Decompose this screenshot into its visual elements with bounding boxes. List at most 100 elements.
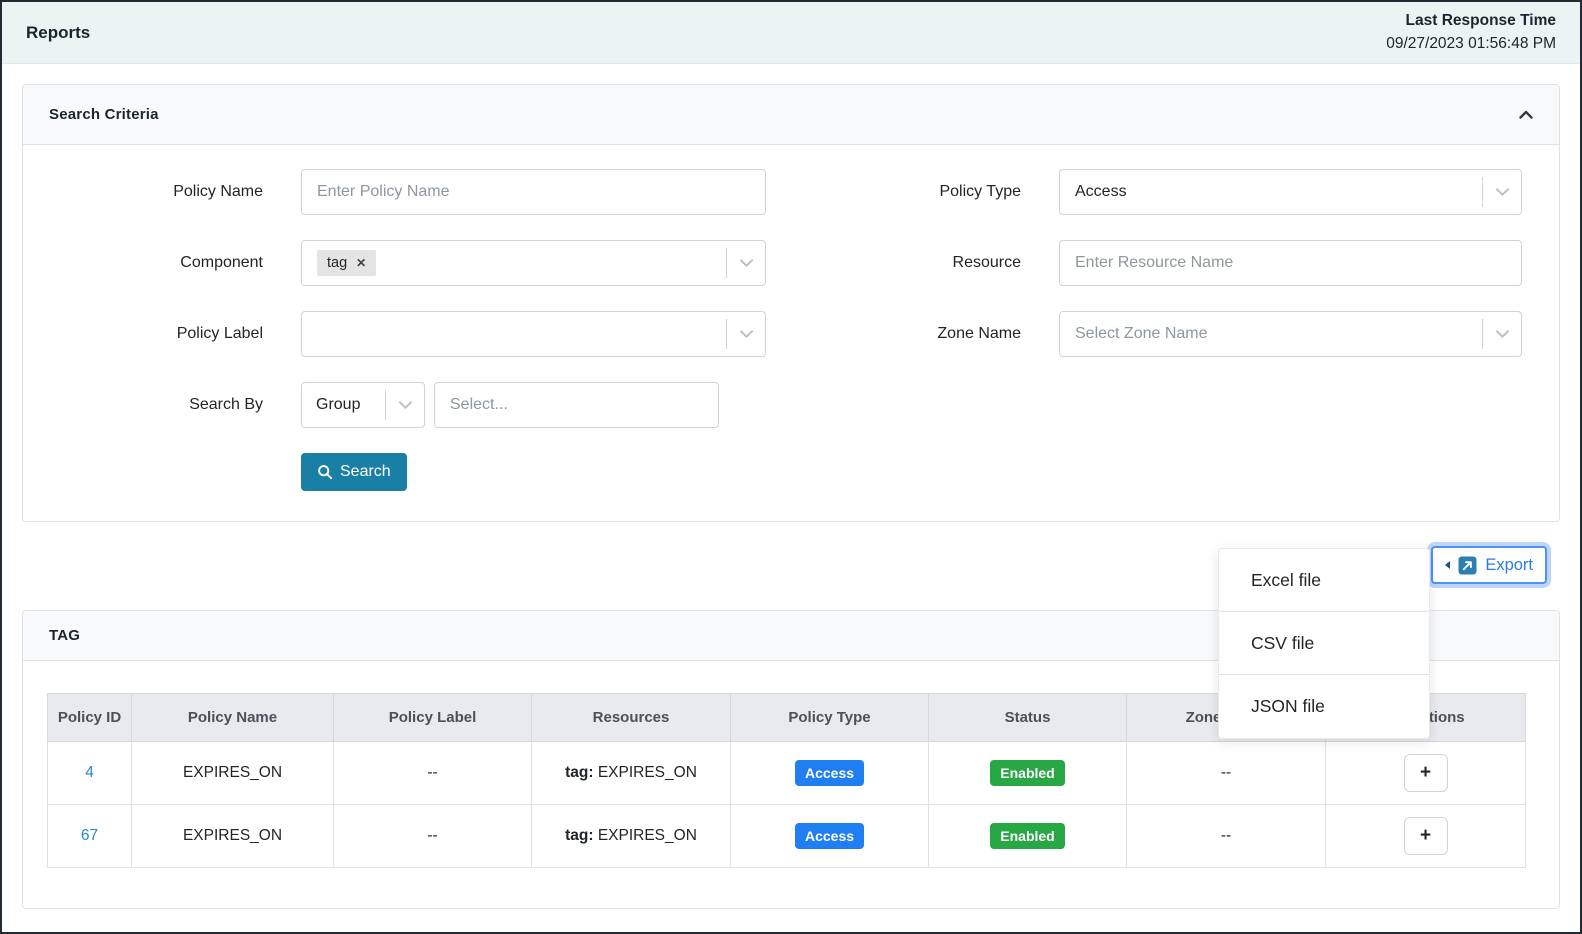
tag-card: TAG Policy ID Policy Name Policy Label R… (22, 610, 1560, 909)
cell-conditions: + (1325, 741, 1526, 805)
policy-name-label: Policy Name (173, 183, 263, 200)
menu-item-json-file[interactable]: JSON file (1219, 675, 1429, 738)
menu-item-excel-file[interactable]: Excel file (1219, 549, 1429, 612)
form-row: Search By Group (23, 382, 1536, 428)
cell-policy-label: -- (333, 804, 532, 868)
search-by-input[interactable] (434, 382, 719, 428)
table-row: 67 EXPIRES_ON -- tag: EXPIRES_ON Access … (47, 804, 1526, 868)
policy-table: Policy ID Policy Name Policy Label Resou… (47, 693, 1526, 868)
last-response-time: Last Response Time 09/27/2023 01:56:48 P… (1386, 10, 1556, 55)
policy-label-label: Policy Label (176, 325, 263, 342)
cell-policy-type: Access (730, 804, 929, 868)
cell-status: Enabled (928, 741, 1127, 805)
resource-key: tag: (565, 827, 594, 844)
policy-name-input[interactable] (301, 169, 766, 215)
search-button-label: Search (340, 463, 391, 480)
search-criteria-title: Search Criteria (49, 106, 159, 123)
plus-icon: + (1419, 762, 1432, 783)
zone-name-label: Zone Name (937, 325, 1021, 342)
export-menu: Excel file CSV file JSON file (1218, 548, 1430, 739)
chevron-down-icon (1483, 330, 1521, 338)
cell-status: Enabled (928, 804, 1127, 868)
cell-policy-name: EXPIRES_ON (131, 804, 334, 868)
plus-icon: + (1419, 825, 1432, 846)
caret-left-icon (1445, 561, 1451, 569)
cell-conditions: + (1325, 804, 1526, 868)
component-select[interactable]: tag ✕ (301, 240, 766, 286)
col-policy-type: Policy Type (730, 693, 929, 742)
col-policy-label: Policy Label (333, 693, 532, 742)
select-divider (726, 319, 727, 349)
export-button[interactable]: Export (1431, 546, 1547, 584)
cell-policy-label: -- (333, 741, 532, 805)
cell-policy-id: 67 (47, 804, 132, 868)
policy-label-select[interactable] (301, 311, 766, 357)
cell-resources: tag: EXPIRES_ON (531, 741, 731, 805)
cell-policy-name: EXPIRES_ON (131, 741, 334, 805)
component-label: Component (180, 254, 263, 271)
col-policy-id: Policy ID (47, 693, 132, 742)
add-condition-button[interactable]: + (1403, 817, 1448, 855)
export-row: Export (22, 546, 1560, 584)
form-row: Policy Label Zone Name Sele (23, 311, 1536, 357)
last-response-label: Last Response Time (1405, 12, 1556, 30)
search-criteria-card: Search Criteria Policy Name Policy Type … (22, 84, 1560, 522)
search-button[interactable]: Search (301, 453, 407, 491)
form-row: Component tag ✕ Re (23, 240, 1536, 286)
cell-resources: tag: EXPIRES_ON (531, 804, 731, 868)
add-condition-button[interactable]: + (1403, 754, 1448, 792)
resource-value: EXPIRES_ON (597, 764, 697, 781)
policy-id-link[interactable]: 67 (80, 827, 99, 844)
zone-name-placeholder: Select Zone Name (1075, 325, 1208, 342)
cell-zone-name: -- (1126, 741, 1326, 805)
last-response-value: 09/27/2023 01:56:48 PM (1386, 34, 1556, 52)
policy-id-link[interactable]: 4 (85, 764, 94, 781)
topbar: Reports Last Response Time 09/27/2023 01… (2, 2, 1580, 64)
zone-name-select[interactable]: Select Zone Name (1059, 311, 1522, 357)
status-badge: Enabled (990, 760, 1065, 786)
cell-policy-type: Access (730, 741, 929, 805)
search-criteria-body: Policy Name Policy Type Access (23, 145, 1559, 521)
status-badge: Enabled (990, 823, 1065, 849)
tag-card-body: Policy ID Policy Name Policy Label Resou… (23, 661, 1559, 908)
search-by-select[interactable]: Group (301, 382, 425, 428)
search-by-value: Group (316, 396, 361, 413)
search-criteria-header: Search Criteria (23, 85, 1559, 145)
tag-card-title: TAG (49, 627, 81, 644)
form-row: Policy Name Policy Type Access (23, 169, 1536, 215)
close-icon[interactable]: ✕ (356, 256, 367, 270)
chevron-up-icon[interactable] (1519, 110, 1533, 119)
chevron-down-icon (727, 330, 765, 338)
select-divider (385, 390, 386, 420)
col-status: Status (928, 693, 1127, 742)
select-divider (1482, 319, 1483, 349)
resource-key: tag: (565, 764, 594, 781)
form-row: Search (23, 453, 1536, 491)
policy-type-label: Policy Type (939, 183, 1021, 200)
resource-input[interactable] (1059, 240, 1522, 286)
policy-type-value: Access (1075, 183, 1127, 200)
component-chip-label: tag (327, 255, 348, 271)
content: Search Criteria Policy Name Policy Type … (2, 64, 1580, 929)
cell-policy-id: 4 (47, 741, 132, 805)
chevron-down-icon (727, 259, 765, 267)
search-by-label: Search By (189, 396, 263, 413)
select-divider (1482, 177, 1483, 207)
resource-label: Resource (952, 254, 1021, 271)
search-icon (317, 464, 333, 480)
chevron-down-icon (1483, 188, 1521, 196)
cell-zone-name: -- (1126, 804, 1326, 868)
resource-value: EXPIRES_ON (597, 827, 697, 844)
select-divider (726, 248, 727, 278)
policy-type-badge: Access (794, 760, 865, 786)
export-icon (1458, 556, 1477, 575)
col-policy-name: Policy Name (131, 693, 334, 742)
policy-type-select[interactable]: Access (1059, 169, 1522, 215)
export-button-label: Export (1485, 555, 1533, 574)
component-chip: tag ✕ (317, 250, 377, 276)
page-title: Reports (26, 22, 91, 42)
menu-item-csv-file[interactable]: CSV file (1219, 612, 1429, 675)
col-resources: Resources (531, 693, 731, 742)
table-row: 4 EXPIRES_ON -- tag: EXPIRES_ON Access E… (47, 741, 1526, 805)
